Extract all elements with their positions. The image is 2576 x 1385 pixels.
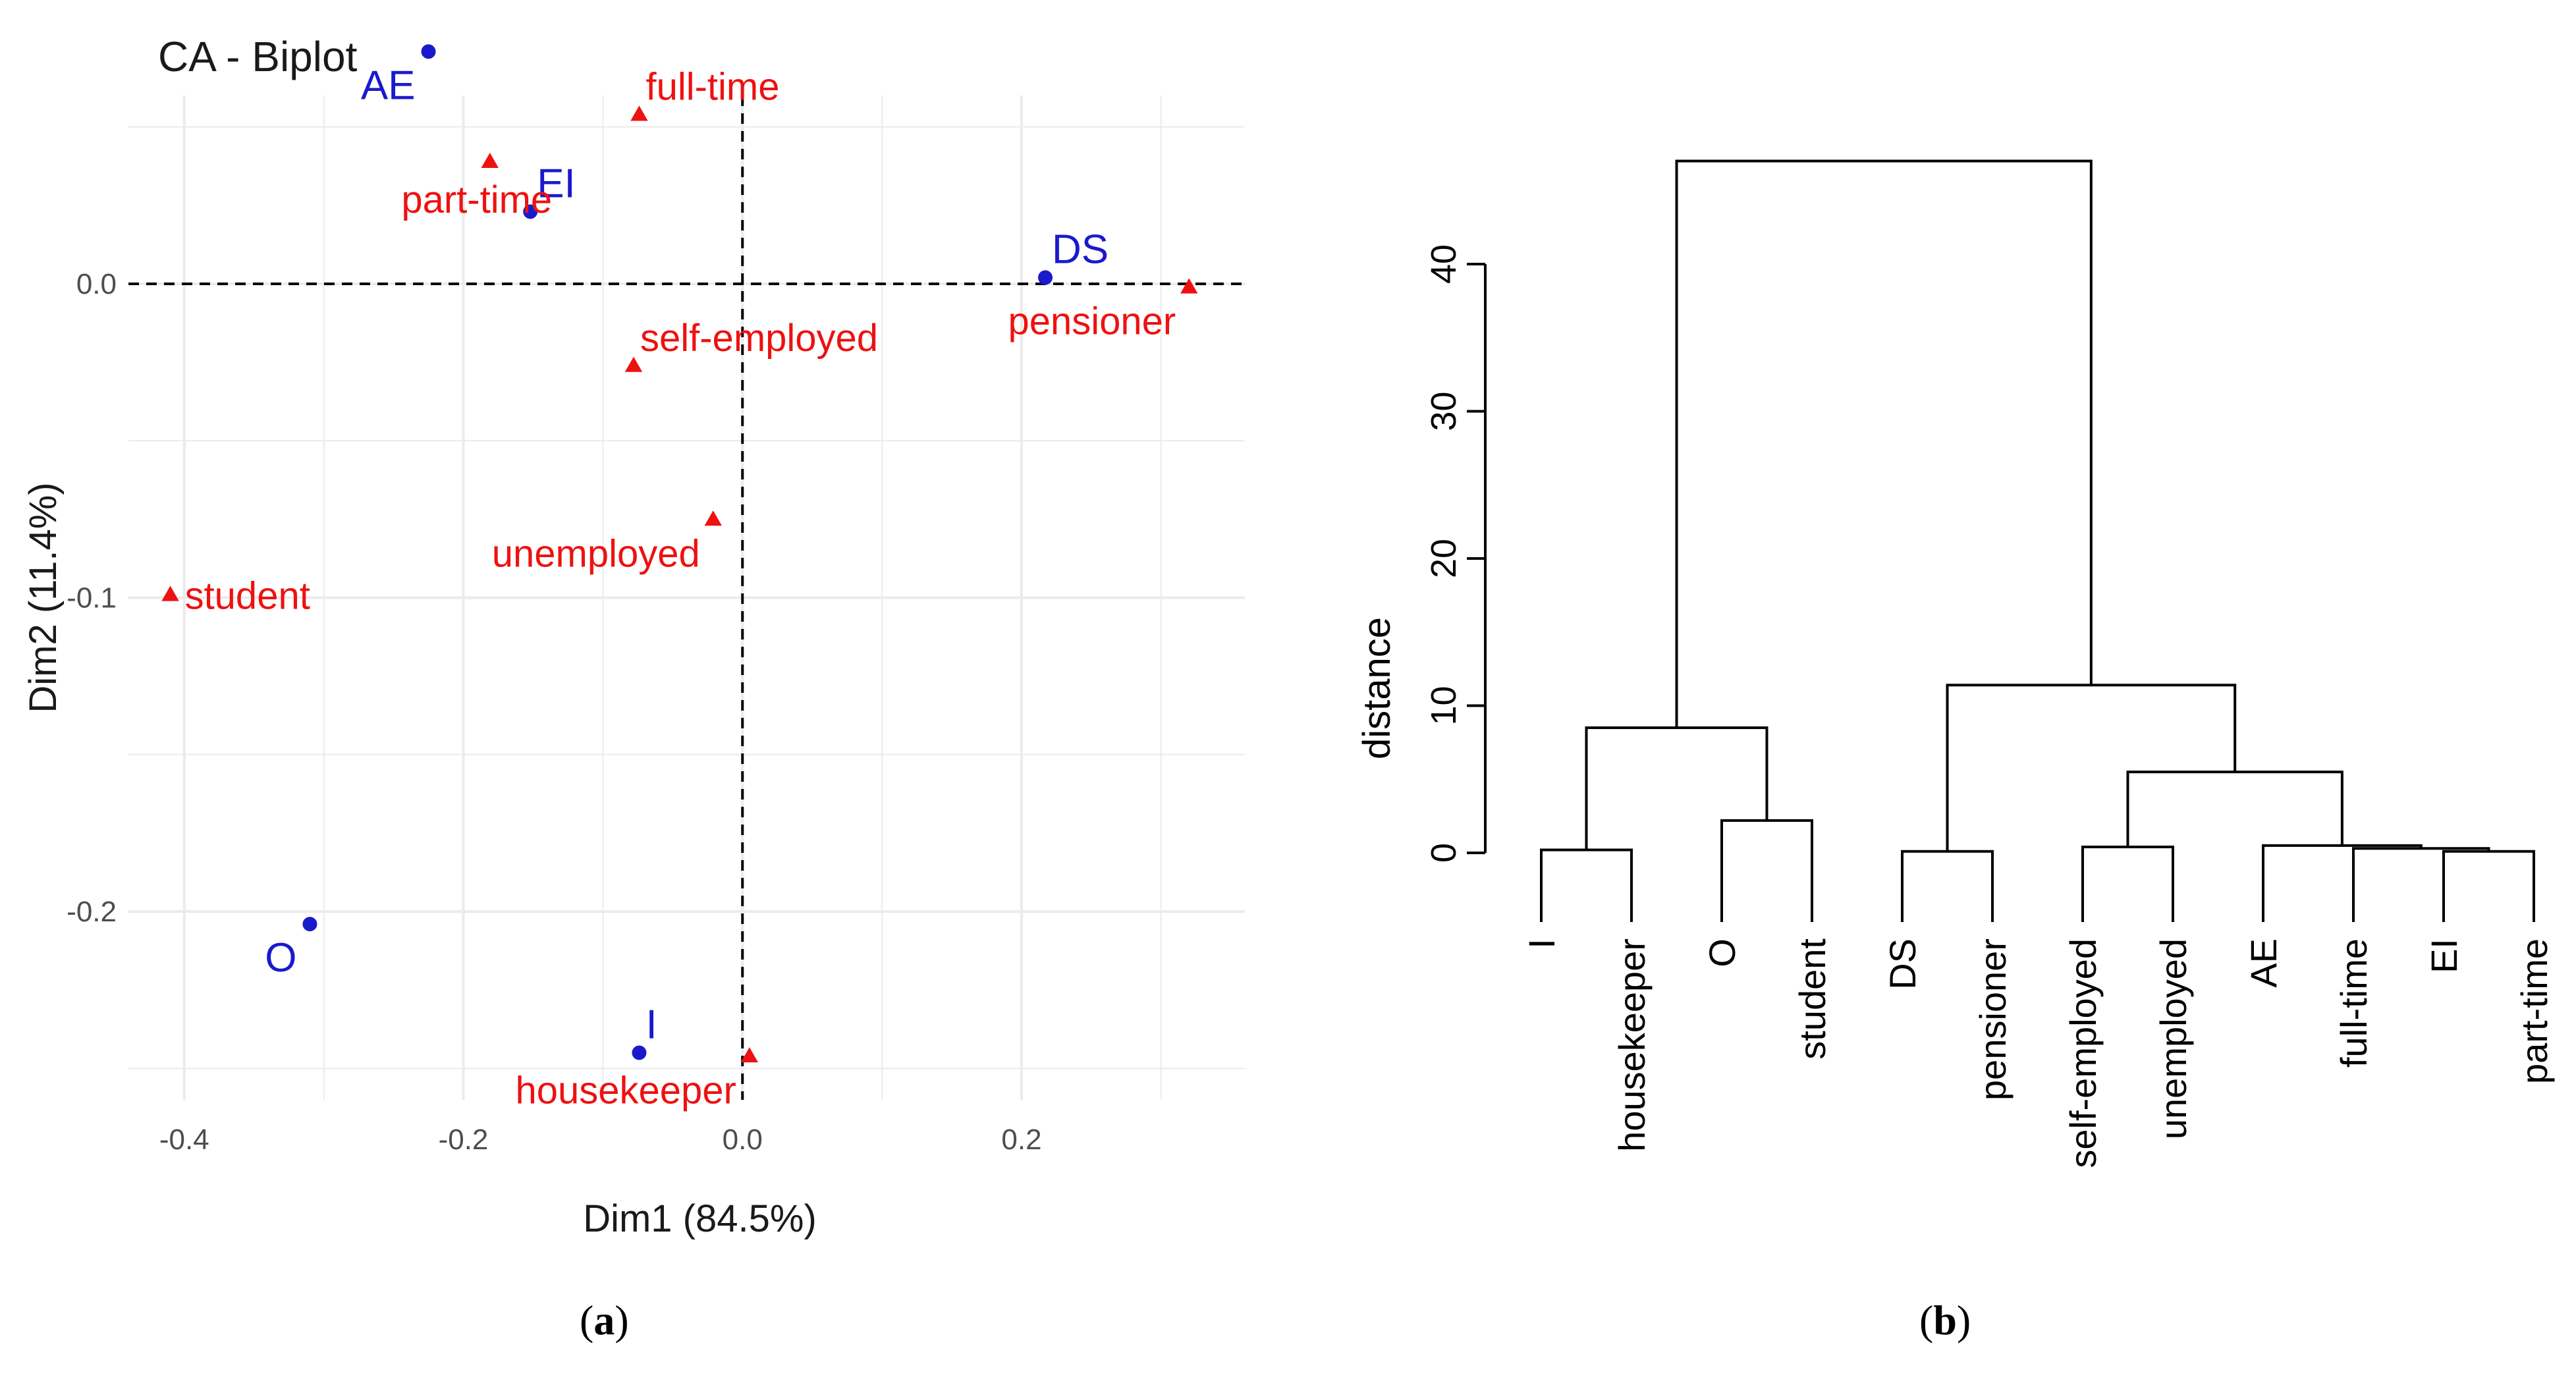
column-point-full-time <box>630 105 648 121</box>
row-point-I <box>632 1045 647 1060</box>
dendrogram-branch <box>1720 819 1813 922</box>
y-tick-label: -0.1 <box>67 582 117 614</box>
column-point-student <box>161 585 179 601</box>
y-tick-label: 0 <box>1424 843 1464 863</box>
leaf-label: DS <box>1882 938 1923 990</box>
caption-b: (b) <box>1919 1297 1971 1344</box>
row-label-EI: EI <box>537 161 576 206</box>
dendrogram-branch <box>2126 771 2343 848</box>
y-tick-label: 20 <box>1424 539 1464 578</box>
leaf-label: student <box>1792 938 1833 1060</box>
leaf-label: EI <box>2423 938 2465 973</box>
row-point-O <box>302 917 317 932</box>
row-label-DS: DS <box>1052 227 1109 272</box>
dendrogram-branch <box>1540 848 1633 922</box>
y-axis-title: Dim2 (11.4%) <box>22 482 65 713</box>
y-tick-label: 0.0 <box>76 268 117 300</box>
column-label-student: student <box>185 575 310 618</box>
column-label-part-time: part-time <box>401 178 552 221</box>
column-label-housekeeper: housekeeper <box>515 1069 736 1112</box>
column-label-self-employed: self-employed <box>640 317 878 360</box>
row-point-AE <box>421 44 436 59</box>
dendrogram-branch <box>2442 850 2535 922</box>
row-label-O: O <box>265 935 296 981</box>
dendrogram-branch <box>1585 726 1768 850</box>
leaf-label: AE <box>2243 938 2284 988</box>
leaf-label: O <box>1701 938 1743 967</box>
column-point-unemployed <box>704 510 722 526</box>
y-tick-label: -0.2 <box>67 896 117 928</box>
ca-biplot: CA - Biplot -0.4 -0.2 0.0 0.2 0.0 -0.1 -0.2 Dim1… <box>22 33 1245 1240</box>
column-point-housekeeper <box>740 1047 759 1063</box>
leaf-label: housekeeper <box>1611 938 1653 1152</box>
dendrogram-branch <box>2262 844 2423 922</box>
leaf-label: self-employed <box>2062 938 2104 1168</box>
column-label-pensioner: pensioner <box>1008 300 1176 343</box>
x-tick-label: -0.2 <box>439 1124 489 1156</box>
dendrogram-branch <box>2081 846 2174 922</box>
leaf-label: I <box>1521 938 1562 949</box>
column-label-full-time: full-time <box>645 66 779 109</box>
leaf-label: unemployed <box>2152 938 2194 1139</box>
x-tick-label: 0.0 <box>723 1124 763 1156</box>
dendrogram-branch <box>1675 159 2093 728</box>
y-tick-label: 30 <box>1424 391 1464 431</box>
row-label-AE: AE <box>361 63 416 108</box>
column-label-unemployed: unemployed <box>492 532 700 575</box>
x-tick-label: -0.4 <box>159 1124 209 1156</box>
y-tick-label: 10 <box>1424 686 1464 725</box>
column-point-part-time <box>481 152 499 168</box>
dendrogram-branch <box>2352 847 2490 922</box>
y-axis-title: distance <box>1356 617 1398 759</box>
chart-title: CA - Biplot <box>158 33 358 80</box>
leaf-label: full-time <box>2333 938 2374 1068</box>
dendrogram-branch <box>1946 684 2237 852</box>
column-point-pensioner <box>1180 278 1198 294</box>
leaf-label: pensioner <box>1972 938 2014 1100</box>
leaf-label: part-time <box>2513 938 2555 1084</box>
y-tick-label: 40 <box>1424 244 1464 284</box>
row-label-I: I <box>645 1002 657 1048</box>
row-point-EI <box>523 204 538 219</box>
column-point-self-employed <box>624 356 643 372</box>
x-tick-label: 0.2 <box>1001 1124 1041 1156</box>
dendrogram-branch <box>1901 850 1994 922</box>
caption-a: (a) <box>580 1297 629 1344</box>
x-axis-title: Dim1 (84.5%) <box>583 1197 817 1240</box>
row-point-DS <box>1038 270 1053 285</box>
